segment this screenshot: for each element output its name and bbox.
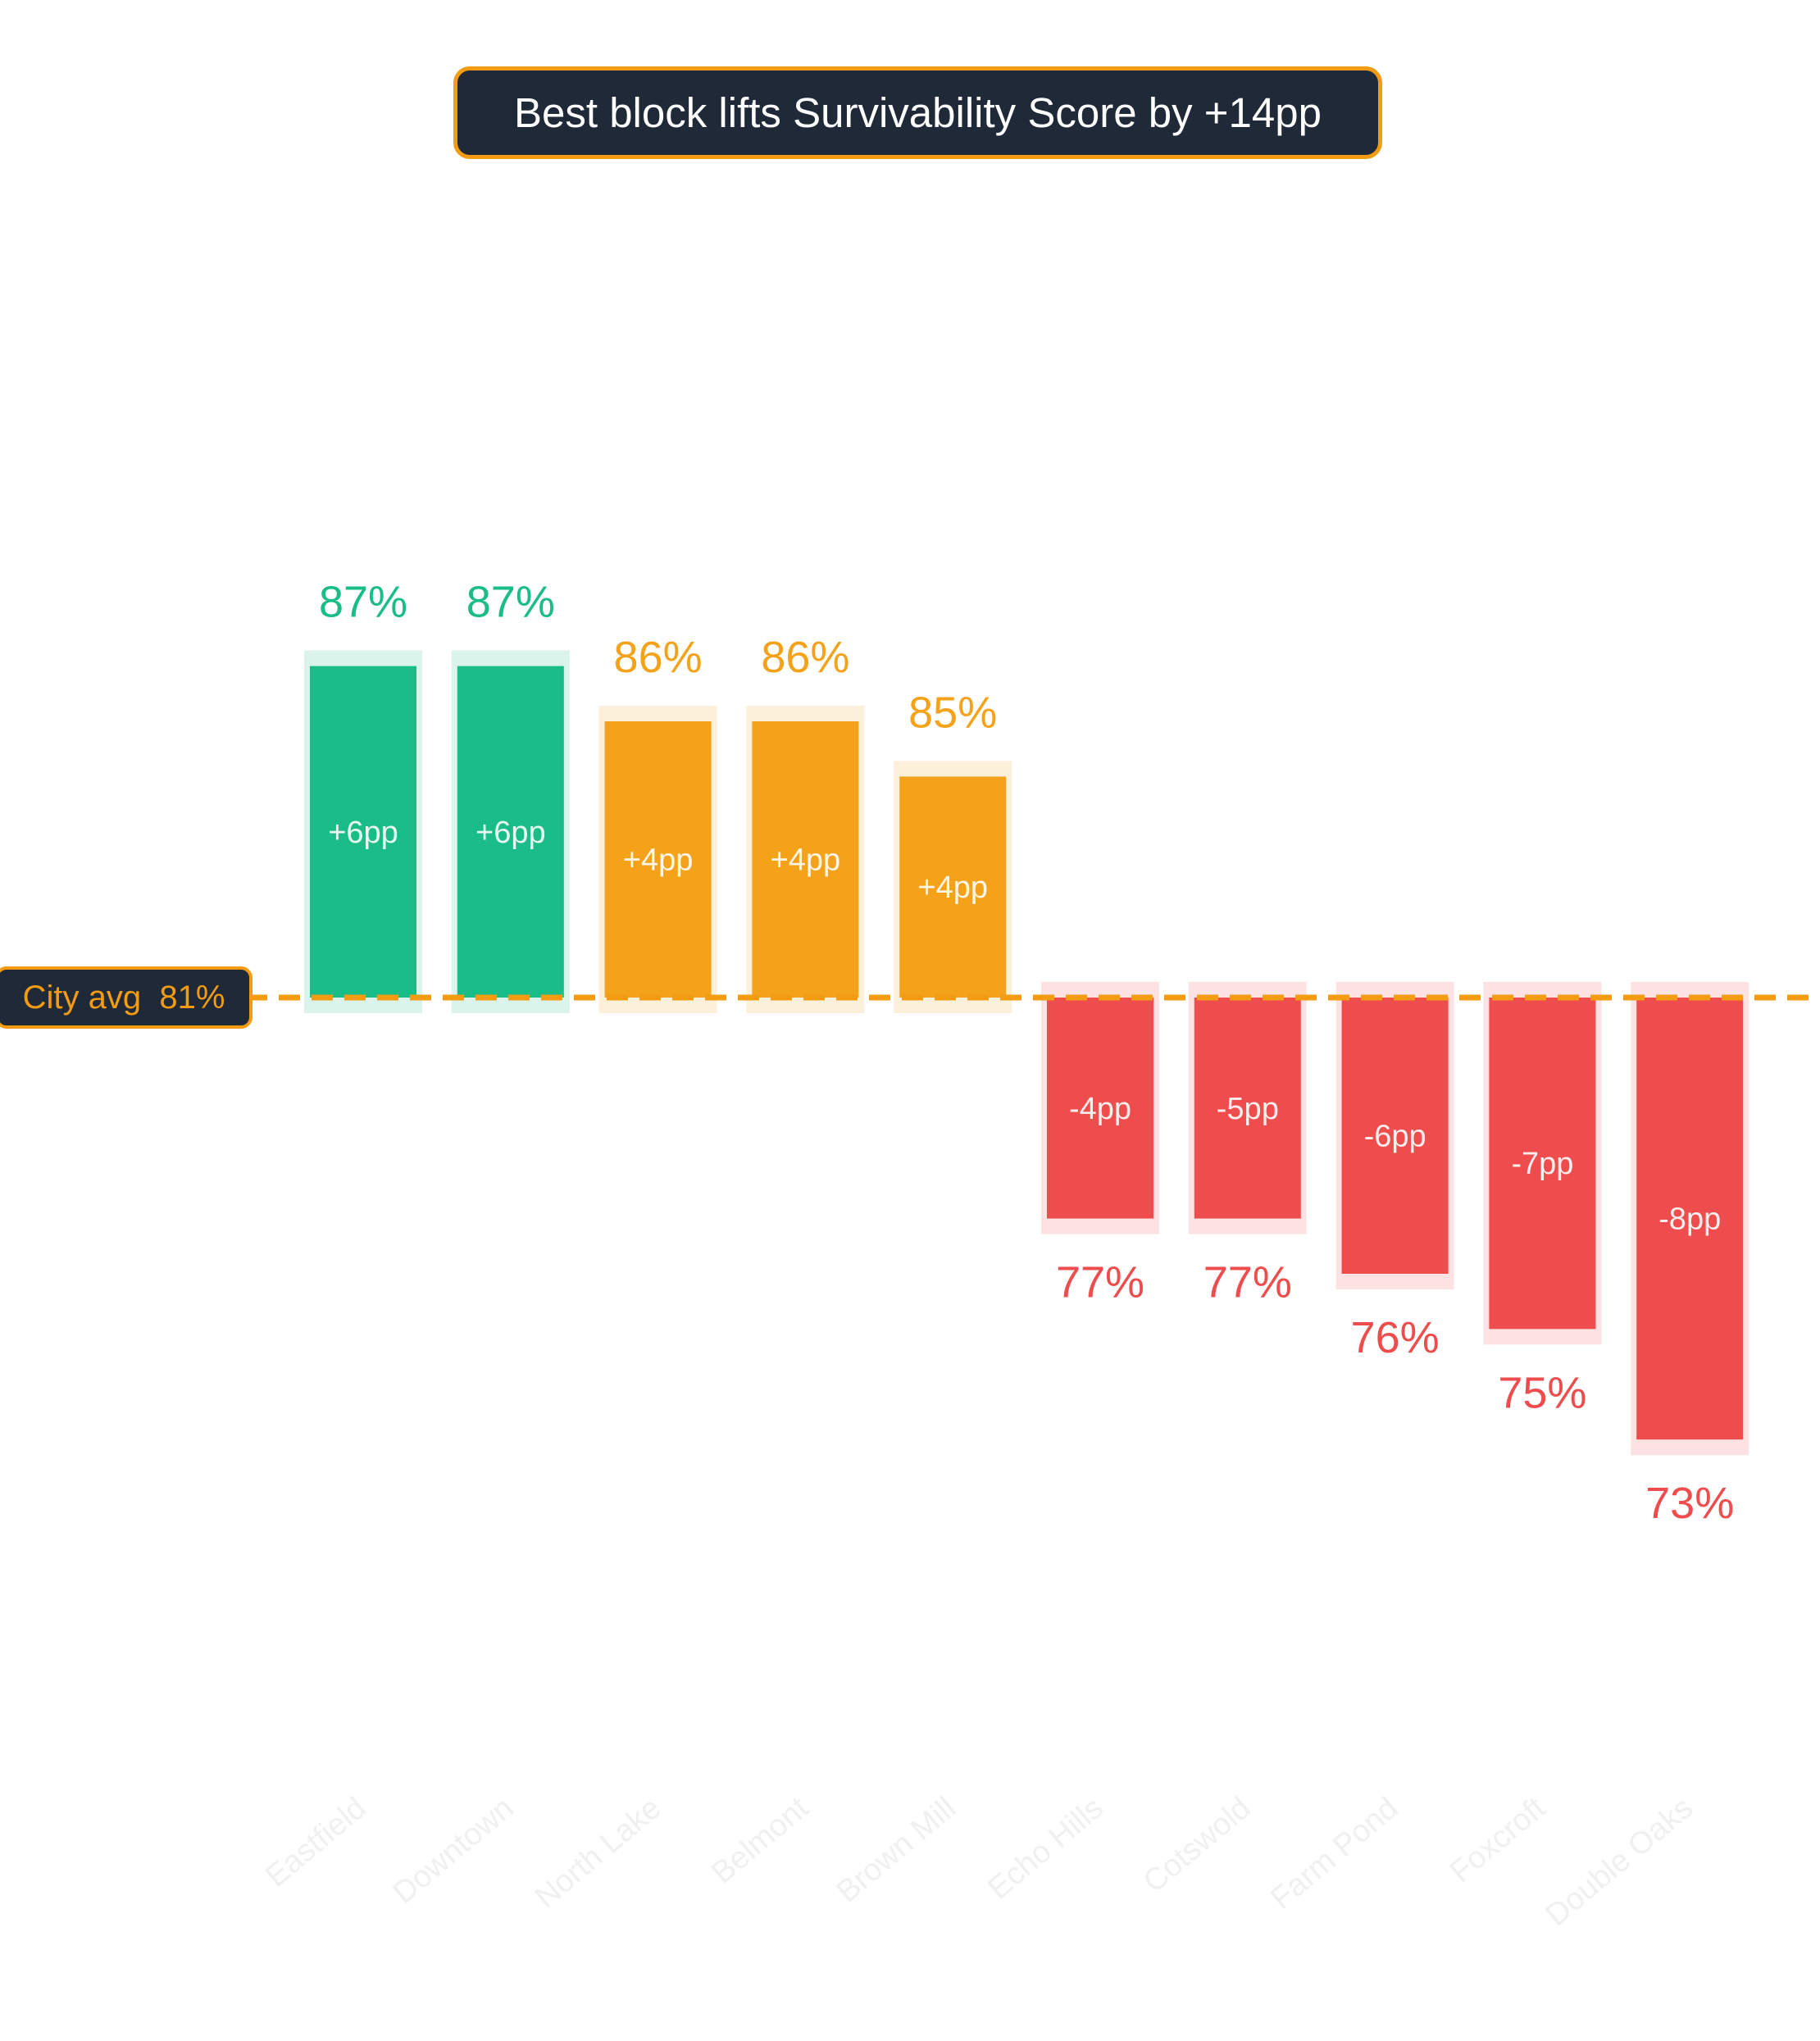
- chart-title: Best block lifts Survivability Score by …: [513, 89, 1322, 136]
- bar: [1047, 998, 1153, 1219]
- delta-label: +4pp: [917, 870, 988, 905]
- bar: [899, 776, 1007, 998]
- bar: [1341, 998, 1449, 1274]
- category-label: Brown Mill: [830, 1791, 962, 1910]
- value-label: 87%: [466, 578, 555, 627]
- category-label: Eastfield: [259, 1791, 373, 1894]
- delta-label: +6pp: [328, 816, 398, 850]
- delta-label: -5pp: [1217, 1092, 1279, 1126]
- bar: [1194, 998, 1301, 1219]
- delta-label: -7pp: [1511, 1147, 1573, 1181]
- category-label: Double Oaks: [1540, 1791, 1699, 1933]
- category-label: Foxcroft: [1444, 1790, 1552, 1889]
- value-label: 76%: [1351, 1313, 1440, 1362]
- delta-label: -8pp: [1658, 1202, 1721, 1237]
- bar: [310, 666, 416, 998]
- delta-label: +4pp: [771, 843, 841, 878]
- category-label: Farm Pond: [1264, 1791, 1404, 1916]
- value-label: 86%: [614, 633, 703, 682]
- delta-label: -4pp: [1069, 1092, 1131, 1126]
- bar: [1489, 998, 1596, 1330]
- bars-layer: [304, 650, 1749, 1456]
- bar: [1636, 998, 1744, 1440]
- city-average-text: City avg: [22, 979, 142, 1016]
- delta-label: +4pp: [623, 843, 694, 878]
- value-label: 77%: [1203, 1258, 1292, 1307]
- value-label: 86%: [761, 633, 849, 682]
- category-label: Downtown: [387, 1791, 521, 1911]
- value-label: 85%: [908, 688, 997, 737]
- delta-label: +6pp: [475, 816, 546, 850]
- chart-title-box: Best block lifts Survivability Score by …: [453, 66, 1382, 159]
- value-label: 77%: [1056, 1258, 1144, 1307]
- category-label: Belmont: [705, 1790, 815, 1890]
- value-label: 73%: [1645, 1479, 1734, 1528]
- city-average-value: 81%: [159, 979, 225, 1016]
- x-axis-labels: Eastfield Downtown North Lake Belmont Brown …: [259, 1790, 1699, 1933]
- value-label: 87%: [319, 578, 407, 627]
- bar: [752, 721, 859, 998]
- city-average-label: City avg 81%: [0, 966, 253, 1029]
- category-label: Cotswold: [1137, 1791, 1258, 1900]
- bar: [604, 721, 712, 998]
- delta-label: -6pp: [1364, 1120, 1426, 1154]
- bar: [457, 666, 564, 998]
- labels-layer: +6pp 87% +6pp 87% +4pp 86% +4pp 86% +4pp 85% -4pp 7…: [319, 578, 1734, 1529]
- category-label: Echo Hills: [981, 1791, 1109, 1907]
- value-label: 75%: [1498, 1368, 1586, 1417]
- category-label: North Lake: [529, 1791, 667, 1916]
